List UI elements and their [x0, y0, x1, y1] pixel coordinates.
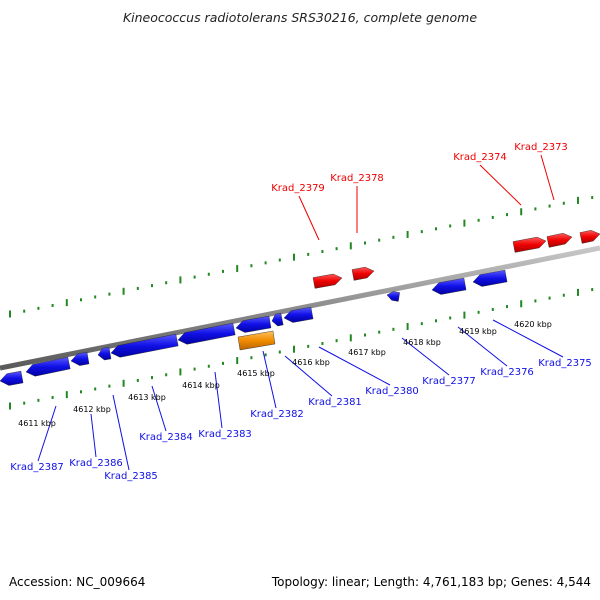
gene-label-krad-2373: Krad_2373 — [514, 142, 568, 153]
gene-label-krad-2381-leader — [284, 355, 333, 397]
gene-arrow-krad-2380 — [283, 306, 314, 323]
gene-label-krad-2375: Krad_2375 — [538, 358, 592, 369]
gene-arrow-krad-2387 — [0, 370, 24, 386]
gene-arrow-krad-2385 — [70, 351, 90, 366]
gene-label-krad-2381: Krad_2381 — [308, 397, 362, 408]
kbp-scale-labels: 4611 kbp 4612 kbp 4613 kbp 4614 kbp 4615 kbp… — [18, 320, 552, 428]
scale-label-5: 4615 kbp — [237, 369, 275, 378]
forward-strand-tick-track — [9, 196, 594, 318]
gene-label-krad-2387: Krad_2387 — [10, 462, 64, 473]
gene-label-krad-2376-leader — [457, 326, 508, 367]
gene-arrow-krad-2379 — [312, 273, 343, 289]
gene-label-krad-2386-leader — [90, 413, 97, 458]
scale-label-4: 4614 kbp — [182, 381, 220, 390]
page-title: Kineococcus radiotolerans SRS30216, comp… — [122, 10, 478, 25]
topology-text: Topology: linear; Length: 4,761,183 bp; … — [271, 575, 591, 589]
scale-label-2: 4612 kbp — [73, 405, 111, 414]
gene-label-krad-2385-leader — [112, 394, 130, 471]
gene-label-krad-2379: Krad_2379 — [271, 183, 325, 194]
accession-text: Accession: NC_009664 — [9, 575, 146, 589]
gene-arrow-krad-2384 — [97, 346, 112, 361]
gene-label-krad-2384: Krad_2384 — [139, 432, 193, 443]
gene-features — [0, 230, 600, 386]
backbone-line — [0, 245, 600, 371]
scale-label-6: 4616 kbp — [292, 358, 330, 367]
gene-label-krad-2380-leader — [318, 346, 391, 386]
gene-label-krad-2387-leader — [37, 405, 57, 462]
gene-arrow-krad-2374 — [512, 236, 547, 253]
gene-label-krad-2382-leader — [262, 350, 277, 409]
gene-arrow-krad-2380a — [271, 312, 284, 327]
gene-label-krad-2386: Krad_2386 — [69, 458, 123, 469]
gene-label-krad-2377: Krad_2377 — [422, 376, 476, 387]
gene-label-krad-2385: Krad_2385 — [104, 471, 158, 482]
gene-labels: Krad_2379 Krad_2378 Krad_2374 Krad_2373 Krad… — [10, 142, 592, 482]
scale-label-9: 4619 kbp — [459, 327, 497, 336]
gene-label-krad-2376: Krad_2376 — [480, 367, 534, 378]
reverse-strand-tick-track — [9, 288, 594, 410]
gene-label-krad-2380: Krad_2380 — [365, 386, 419, 397]
gene-arrow-krad-2373 — [546, 232, 573, 248]
gene-label-krad-2374-leader — [479, 164, 522, 206]
scale-label-3: 4613 kbp — [128, 393, 166, 402]
gene-arrow-krad-2382 — [177, 322, 236, 345]
scale-label-1: 4611 kbp — [18, 419, 56, 428]
gene-label-krad-2384-leader — [151, 385, 167, 432]
gene-arrow-krad-2378 — [351, 266, 375, 281]
gene-label-krad-2375-leader — [492, 319, 564, 358]
gene-arrow-krad-2386 — [25, 356, 71, 377]
scale-label-10: 4620 kbp — [514, 320, 552, 329]
gene-arrow-krad-2377 — [386, 291, 400, 302]
scale-label-8: 4618 kbp — [403, 338, 441, 347]
gene-label-krad-2378: Krad_2378 — [330, 173, 384, 184]
gene-label-krad-2379-leader — [298, 195, 320, 241]
gene-arrow-krad-2383 — [110, 333, 179, 358]
gene-arrow-edge-forward — [579, 230, 600, 244]
genome-backbone — [0, 245, 600, 371]
gene-arrow-krad-2376 — [431, 277, 467, 295]
gene-box-highlighted — [237, 330, 276, 351]
label-leader-lines — [37, 154, 564, 471]
scale-label-7: 4617 kbp — [348, 348, 386, 357]
gene-arrow-krad-2381 — [235, 315, 272, 333]
gene-label-krad-2374: Krad_2374 — [453, 152, 507, 163]
gene-label-krad-2383-leader — [214, 371, 223, 429]
gene-arrow-krad-2375 — [472, 269, 508, 287]
gene-label-krad-2373-leader — [540, 154, 555, 201]
gene-label-krad-2377-leader — [401, 337, 450, 376]
gene-label-krad-2383: Krad_2383 — [198, 429, 252, 440]
gene-label-krad-2382: Krad_2382 — [250, 409, 304, 420]
